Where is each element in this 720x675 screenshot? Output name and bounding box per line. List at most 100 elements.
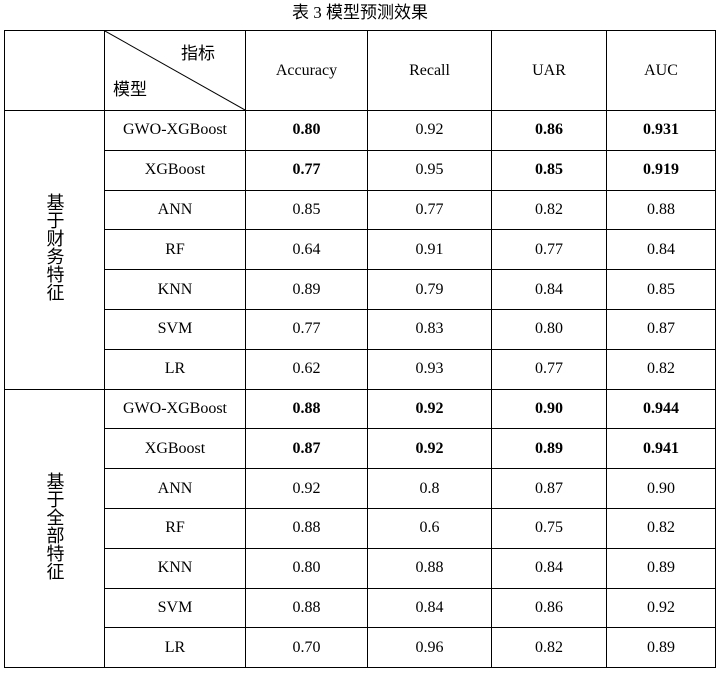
- model-name-cell: LR: [104, 627, 246, 669]
- auc-value-cell: 0.89: [606, 627, 716, 669]
- recall-value-cell: 0.77: [367, 189, 492, 231]
- auc-value-cell: 0.90: [606, 468, 716, 509]
- model-name-cell: KNN: [104, 269, 246, 310]
- table-row: SVM 0.77 0.83 0.80 0.87: [5, 308, 716, 350]
- uar-value-cell: 0.90: [491, 388, 607, 430]
- accuracy-value-cell: 0.87: [245, 428, 368, 470]
- auc-value-cell: 0.944: [606, 388, 716, 430]
- header-row: 指标 模型 Accuracy Recall UAR AUC: [4, 30, 716, 111]
- uar-value-cell: 0.82: [491, 189, 607, 231]
- auc-value-cell: 0.85: [606, 269, 716, 310]
- header-diagonal-cell: 指标 模型: [104, 30, 246, 111]
- recall-value-cell: 0.92: [367, 110, 492, 151]
- table-row: RF 0.64 0.91 0.77 0.84: [5, 229, 716, 271]
- table-row: 基于全部特征 GWO-XGBoost 0.88 0.92 0.90 0.944: [4, 388, 716, 669]
- results-table-container: 指标 模型 Accuracy Recall UAR AUC 基于财务特征 GWO-…: [4, 30, 716, 669]
- recall-value-cell: 0.92: [367, 388, 492, 430]
- uar-value-cell: 0.84: [491, 269, 607, 310]
- model-name-cell: LR: [104, 348, 246, 390]
- auc-value-cell: 0.84: [606, 229, 716, 271]
- model-name-cell: RF: [104, 507, 246, 549]
- auc-value-cell: 0.92: [606, 587, 716, 629]
- column-header-accuracy: Accuracy: [245, 30, 368, 111]
- accuracy-value-cell: 0.77: [245, 308, 368, 350]
- recall-value-cell: 0.91: [367, 229, 492, 271]
- table-row: 基于财务特征 GWO-XGBoost 0.80 0.92 0.86 0.931: [4, 110, 716, 390]
- uar-value-cell: 0.75: [491, 507, 607, 549]
- model-name-cell: GWO-XGBoost: [104, 388, 246, 430]
- auc-value-cell: 0.941: [606, 428, 716, 470]
- column-header-auc: AUC: [606, 30, 716, 111]
- uar-value-cell: 0.77: [491, 348, 607, 390]
- recall-value-cell: 0.79: [367, 269, 492, 310]
- recall-value-cell: 0.88: [367, 547, 492, 589]
- auc-value-cell: 0.88: [606, 189, 716, 231]
- group-label-cell: 基于财务特征: [4, 110, 105, 390]
- auc-value-cell: 0.931: [606, 110, 716, 151]
- accuracy-value-cell: 0.85: [245, 189, 368, 231]
- auc-value-cell: 0.89: [606, 547, 716, 589]
- uar-value-cell: 0.89: [491, 428, 607, 470]
- table-row: SVM 0.88 0.84 0.86 0.92: [5, 587, 716, 629]
- table-row: ANN 0.92 0.8 0.87 0.90: [5, 468, 716, 509]
- group-label: 基于全部特征: [44, 471, 65, 580]
- uar-value-cell: 0.85: [491, 149, 607, 191]
- recall-value-cell: 0.83: [367, 308, 492, 350]
- table-row: XGBoost 0.77 0.95 0.85 0.919: [5, 149, 716, 191]
- accuracy-value-cell: 0.80: [245, 547, 368, 589]
- model-name-cell: RF: [104, 229, 246, 271]
- header-model-label: 模型: [113, 80, 147, 99]
- model-name-cell: XGBoost: [104, 428, 246, 470]
- accuracy-value-cell: 0.88: [245, 388, 368, 430]
- table-row: KNN 0.80 0.88 0.84 0.89: [5, 547, 716, 589]
- table-row: LR 0.70 0.96 0.82 0.89: [5, 627, 716, 669]
- uar-value-cell: 0.84: [491, 547, 607, 589]
- accuracy-value-cell: 0.92: [245, 468, 368, 509]
- uar-value-cell: 0.86: [491, 110, 607, 151]
- auc-value-cell: 0.87: [606, 308, 716, 350]
- table-row: RF 0.88 0.6 0.75 0.82: [5, 507, 716, 549]
- uar-value-cell: 0.80: [491, 308, 607, 350]
- accuracy-value-cell: 0.80: [245, 110, 368, 151]
- accuracy-value-cell: 0.88: [245, 507, 368, 549]
- recall-value-cell: 0.95: [367, 149, 492, 191]
- diagonal-line: [105, 31, 245, 110]
- model-name-cell: ANN: [104, 189, 246, 231]
- group-label-cell: 基于全部特征: [4, 388, 105, 669]
- auc-value-cell: 0.82: [606, 507, 716, 549]
- header-group-cell: [4, 30, 105, 111]
- recall-value-cell: 0.96: [367, 627, 492, 669]
- column-header-recall: Recall: [367, 30, 492, 111]
- model-name-cell: GWO-XGBoost: [104, 110, 246, 151]
- table-row: KNN 0.89 0.79 0.84 0.85: [5, 269, 716, 310]
- table-body: 基于财务特征 GWO-XGBoost 0.80 0.92 0.86 0.931 XGBoos…: [4, 110, 716, 669]
- accuracy-value-cell: 0.62: [245, 348, 368, 390]
- model-name-cell: ANN: [104, 468, 246, 509]
- uar-value-cell: 0.77: [491, 229, 607, 271]
- model-name-cell: SVM: [104, 308, 246, 350]
- header-metric-label: 指标: [181, 44, 215, 63]
- auc-value-cell: 0.82: [606, 348, 716, 390]
- accuracy-value-cell: 0.88: [245, 587, 368, 629]
- table-row: XGBoost 0.87 0.92 0.89 0.941: [5, 428, 716, 470]
- group-label: 基于财务特征: [44, 193, 65, 302]
- recall-value-cell: 0.93: [367, 348, 492, 390]
- table-caption: 表 3 模型预测效果: [292, 3, 428, 22]
- column-header-uar: UAR: [491, 30, 607, 111]
- auc-value-cell: 0.919: [606, 149, 716, 191]
- model-name-cell: KNN: [104, 547, 246, 589]
- recall-value-cell: 0.92: [367, 428, 492, 470]
- table-row: LR 0.62 0.93 0.77 0.82: [5, 348, 716, 390]
- accuracy-value-cell: 0.70: [245, 627, 368, 669]
- accuracy-value-cell: 0.89: [245, 269, 368, 310]
- model-name-cell: SVM: [104, 587, 246, 629]
- accuracy-value-cell: 0.64: [245, 229, 368, 271]
- uar-value-cell: 0.82: [491, 627, 607, 669]
- table-row: ANN 0.85 0.77 0.82 0.88: [5, 189, 716, 231]
- model-name-cell: XGBoost: [104, 149, 246, 191]
- uar-value-cell: 0.86: [491, 587, 607, 629]
- accuracy-value-cell: 0.77: [245, 149, 368, 191]
- recall-value-cell: 0.8: [367, 468, 492, 509]
- recall-value-cell: 0.6: [367, 507, 492, 549]
- model-results-table: 指标 模型 Accuracy Recall UAR AUC 基于财务特征 GWO-…: [4, 30, 716, 669]
